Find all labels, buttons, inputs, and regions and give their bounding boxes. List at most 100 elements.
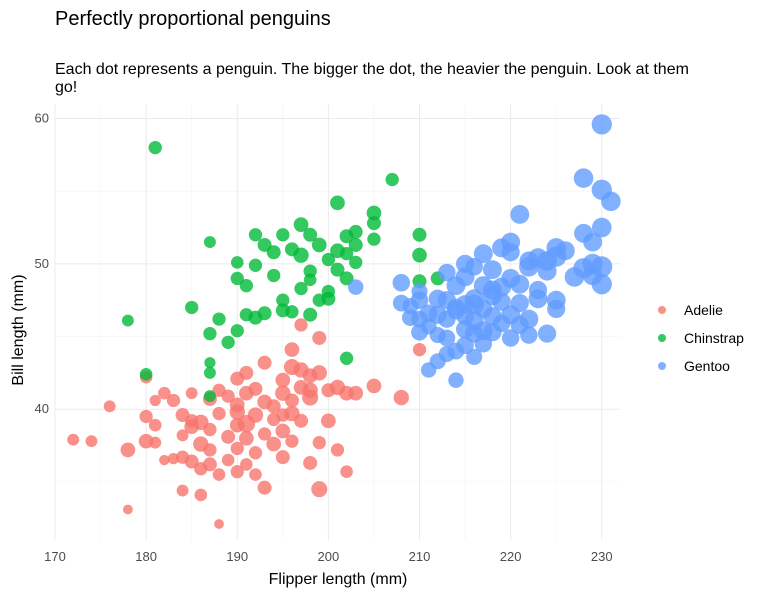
- data-point-adelie: [185, 387, 198, 400]
- data-point-chinstrap: [285, 305, 299, 319]
- data-point-chinstrap: [339, 351, 354, 365]
- data-point-adelie: [230, 441, 244, 456]
- data-point-chinstrap: [348, 224, 363, 239]
- data-point-adelie: [212, 406, 226, 421]
- data-point-adelie: [148, 418, 162, 432]
- data-point-gentoo: [601, 191, 621, 212]
- legend-label-adelie: Adelie: [684, 302, 723, 318]
- data-point-adelie: [275, 423, 291, 439]
- data-point-gentoo: [428, 289, 447, 308]
- data-point-gentoo: [520, 326, 538, 344]
- data-point-chinstrap: [257, 306, 272, 321]
- data-point-chinstrap: [366, 205, 382, 221]
- data-point-chinstrap: [203, 236, 216, 249]
- x-axis-ticks: 170 180 190 200 210 220 230: [44, 549, 612, 564]
- data-point-adelie: [123, 504, 133, 515]
- data-point-adelie: [294, 413, 309, 428]
- data-point-adelie: [321, 413, 336, 429]
- data-point-gentoo: [448, 372, 464, 388]
- data-point-gentoo: [473, 244, 493, 264]
- data-point-adelie: [67, 433, 80, 446]
- data-point-adelie: [159, 454, 170, 466]
- data-point-adelie: [176, 484, 189, 497]
- data-point-adelie: [194, 488, 208, 502]
- data-point-adelie: [230, 465, 244, 479]
- y-tick-label: 40: [35, 401, 49, 416]
- data-point-gentoo: [528, 280, 548, 300]
- data-point-chinstrap: [239, 279, 254, 293]
- data-point-chinstrap: [349, 255, 363, 270]
- legend-key-chinstrap: [658, 334, 666, 342]
- data-point-chinstrap: [294, 281, 308, 296]
- data-point-adelie: [312, 435, 326, 450]
- legend: Adelie Chinstrap Gentoo: [658, 302, 744, 374]
- data-point-gentoo: [519, 309, 539, 329]
- y-axis-ticks: 40 50 60: [35, 111, 49, 417]
- data-point-adelie: [311, 481, 328, 498]
- data-point-adelie: [330, 443, 345, 457]
- data-point-adelie: [284, 393, 299, 408]
- legend-key-adelie: [658, 306, 666, 314]
- data-point-chinstrap: [148, 140, 162, 155]
- data-point-chinstrap: [230, 324, 244, 338]
- data-point-chinstrap: [276, 228, 290, 242]
- data-point-adelie: [266, 436, 282, 452]
- data-point-chinstrap: [412, 247, 427, 263]
- data-point-chinstrap: [248, 228, 263, 242]
- data-point-adelie: [239, 365, 254, 380]
- data-point-chinstrap: [203, 366, 216, 379]
- data-point-chinstrap: [303, 307, 318, 322]
- x-tick-label: 200: [318, 549, 340, 564]
- data-point-chinstrap: [212, 312, 226, 326]
- data-point-adelie: [393, 389, 409, 406]
- data-point-chinstrap: [266, 245, 281, 260]
- data-point-chinstrap: [121, 314, 134, 327]
- data-point-adelie: [412, 342, 427, 357]
- data-point-chinstrap: [276, 293, 290, 307]
- data-point-adelie: [139, 409, 153, 424]
- data-point-chinstrap: [203, 390, 216, 403]
- x-tick-label: 210: [409, 549, 431, 564]
- data-point-gentoo: [501, 232, 521, 252]
- data-point-adelie: [214, 519, 224, 529]
- data-point-chinstrap: [139, 368, 153, 381]
- chart-subtitle: Each dot represents a penguin. The bigge…: [55, 61, 689, 96]
- data-point-chinstrap: [330, 262, 345, 277]
- data-point-chinstrap: [185, 300, 199, 315]
- data-point-adelie: [285, 434, 299, 448]
- data-point-adelie: [257, 480, 272, 495]
- data-point-adelie: [221, 389, 235, 403]
- legend-label-chinstrap: Chinstrap: [684, 330, 744, 346]
- data-point-adelie: [303, 455, 318, 470]
- data-point-chinstrap: [248, 258, 263, 272]
- data-point-adelie: [366, 378, 382, 394]
- data-point-adelie: [266, 399, 281, 414]
- data-point-adelie: [257, 355, 272, 370]
- data-point-chinstrap: [412, 227, 427, 242]
- data-point-chinstrap: [203, 326, 217, 341]
- data-point-gentoo: [446, 276, 466, 296]
- data-point-adelie: [311, 365, 327, 381]
- data-point-adelie: [294, 318, 308, 332]
- x-tick-label: 170: [44, 549, 66, 564]
- data-point-adelie: [257, 427, 272, 441]
- data-point-gentoo: [392, 274, 411, 292]
- data-point-gentoo: [510, 274, 530, 294]
- data-points: [67, 114, 621, 529]
- data-point-gentoo: [510, 294, 529, 313]
- data-point-gentoo: [501, 329, 520, 347]
- data-point-chinstrap: [303, 227, 318, 242]
- chart-title: Perfectly proportional penguins: [55, 8, 331, 30]
- data-point-chinstrap: [293, 217, 309, 232]
- data-point-gentoo: [482, 280, 502, 300]
- data-point-adelie: [120, 442, 136, 458]
- data-point-adelie: [247, 407, 264, 423]
- data-point-gentoo: [466, 348, 483, 365]
- x-tick-label: 220: [500, 549, 522, 564]
- data-point-adelie: [284, 342, 300, 357]
- data-point-gentoo: [555, 241, 575, 261]
- data-point-chinstrap: [293, 247, 309, 263]
- data-point-adelie: [149, 436, 162, 449]
- data-point-adelie: [248, 381, 263, 396]
